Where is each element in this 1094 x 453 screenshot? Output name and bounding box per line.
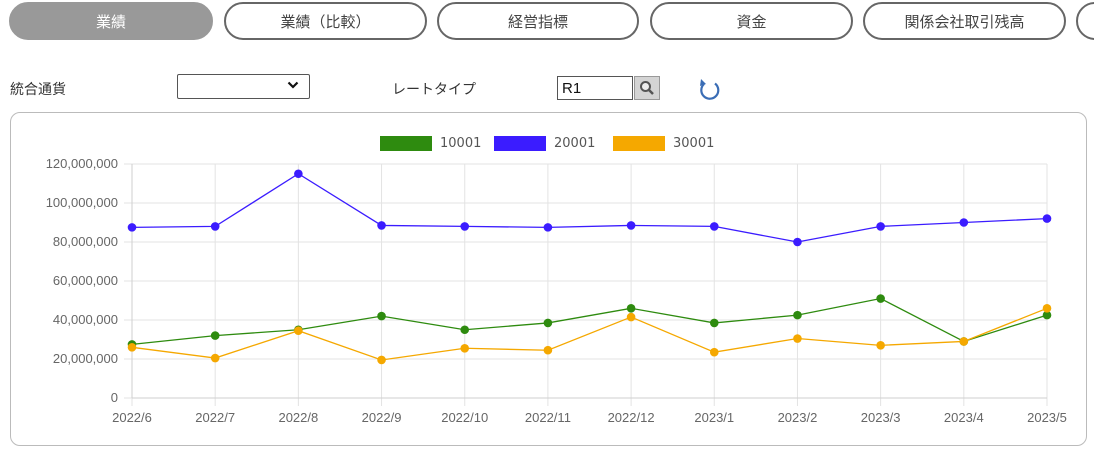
legend-label: 10001 [440, 136, 482, 151]
data-point-30001 [127, 343, 137, 352]
data-point-20001 [127, 223, 137, 232]
data-point-30001 [1042, 304, 1052, 313]
data-point-10001 [626, 304, 636, 313]
tab-affiliate-transactions[interactable]: 関係会社取引残高 [863, 2, 1066, 40]
line-chart: 0 20,000,000 40,000,000 60,000,000 80,000,00… [46, 156, 1067, 425]
data-point-20001 [959, 218, 969, 227]
data-point-30001 [294, 326, 303, 336]
currency-select[interactable] [177, 74, 310, 99]
legend-label: 30001 [673, 136, 715, 151]
currency-label: 統合通貨 [10, 82, 66, 98]
tab-next[interactable] [1076, 2, 1094, 40]
legend-swatch [494, 136, 546, 151]
filter-bar: 統合通貨 レートタイプ [0, 70, 1094, 106]
search-icon [640, 81, 654, 95]
chevron-down-icon [287, 78, 299, 96]
data-point-10001 [210, 331, 220, 340]
y-tick-label: 0 [111, 390, 118, 405]
tab-label: 業績（比較） [280, 12, 371, 31]
refresh-icon[interactable] [696, 76, 724, 104]
data-point-10001 [1042, 310, 1052, 320]
data-point-10001 [793, 310, 802, 320]
data-point-10001 [876, 294, 885, 303]
series-line-30001 [131, 307, 1048, 361]
chart-panel: 0 20,000,000 40,000,000 60,000,000 80,000,00… [10, 112, 1087, 446]
x-tick-label: 2023/2 [778, 410, 818, 425]
x-tick-label: 2023/5 [1027, 410, 1067, 425]
tab-label: 資金 [736, 12, 767, 31]
tab-label: 経営指標 [507, 12, 568, 31]
data-point-20001 [876, 222, 885, 231]
x-tick-label: 2023/4 [944, 410, 984, 425]
legend-item[interactable]: 20001 [494, 136, 595, 151]
rate-type-input[interactable] [557, 76, 633, 100]
x-tick-label: 2022/11 [525, 410, 571, 425]
data-point-20001 [626, 221, 636, 230]
y-tick-label: 80,000,000 [53, 234, 118, 249]
data-point-30001 [460, 343, 470, 353]
y-tick-label: 20,000,000 [53, 351, 118, 366]
data-point-10001 [543, 318, 553, 328]
x-tick-label: 2022/7 [195, 410, 235, 425]
x-tick-label: 2022/9 [362, 410, 402, 425]
data-point-10001 [460, 325, 470, 335]
data-point-20001 [793, 237, 802, 247]
y-tick-label: 60,000,000 [53, 273, 118, 288]
y-tick-label: 100,000,000 [46, 195, 118, 210]
data-point-10001 [709, 318, 719, 328]
data-point-10001 [377, 311, 386, 321]
tab-bar: 業績 業績（比較） 経営指標 資金 関係会社取引残高 [0, 0, 1094, 50]
tab-funds[interactable]: 資金 [650, 2, 853, 40]
series-line-10001 [131, 297, 1048, 346]
data-point-30001 [626, 312, 636, 322]
legend-item[interactable]: 30001 [613, 136, 714, 151]
data-point-20001 [460, 222, 470, 231]
x-tick-label: 2022/12 [608, 410, 655, 425]
x-tick-label: 2023/1 [694, 410, 734, 425]
tab-management-indicators[interactable]: 経営指標 [437, 2, 639, 40]
legend-swatch [380, 136, 432, 151]
x-tick-label: 2022/6 [112, 410, 152, 425]
data-point-30001 [210, 353, 220, 363]
tab-performance-comparison[interactable]: 業績（比較） [224, 2, 427, 40]
data-point-30001 [709, 347, 719, 357]
legend-label: 20001 [554, 136, 596, 151]
x-tick-label: 2023/3 [861, 410, 901, 425]
x-tick-label: 2022/10 [441, 410, 488, 425]
series-line-20001 [131, 172, 1048, 243]
data-point-20001 [294, 169, 303, 179]
data-point-30001 [959, 337, 969, 346]
data-point-20001 [543, 223, 553, 232]
rate-type-label: レートタイプ [392, 82, 476, 98]
y-tick-label: 40,000,000 [53, 312, 118, 327]
y-tick-label: 120,000,000 [46, 156, 118, 171]
chart-legend: 10001 20001 30001 [11, 136, 1086, 156]
data-point-30001 [377, 355, 386, 365]
data-point-20001 [377, 221, 386, 230]
legend-item[interactable]: 10001 [380, 136, 481, 151]
tab-performance[interactable]: 業績 [9, 2, 213, 40]
data-point-30001 [793, 334, 802, 343]
tab-label: 関係会社取引残高 [904, 12, 1025, 31]
x-tick-label: 2022/8 [278, 410, 318, 425]
legend-swatch [613, 136, 665, 151]
data-point-30001 [876, 341, 885, 350]
search-button[interactable] [634, 76, 660, 100]
data-point-20001 [210, 222, 220, 231]
data-point-20001 [709, 222, 719, 231]
tab-label: 業績 [95, 12, 126, 31]
data-point-20001 [1042, 214, 1052, 223]
data-point-30001 [543, 345, 553, 355]
